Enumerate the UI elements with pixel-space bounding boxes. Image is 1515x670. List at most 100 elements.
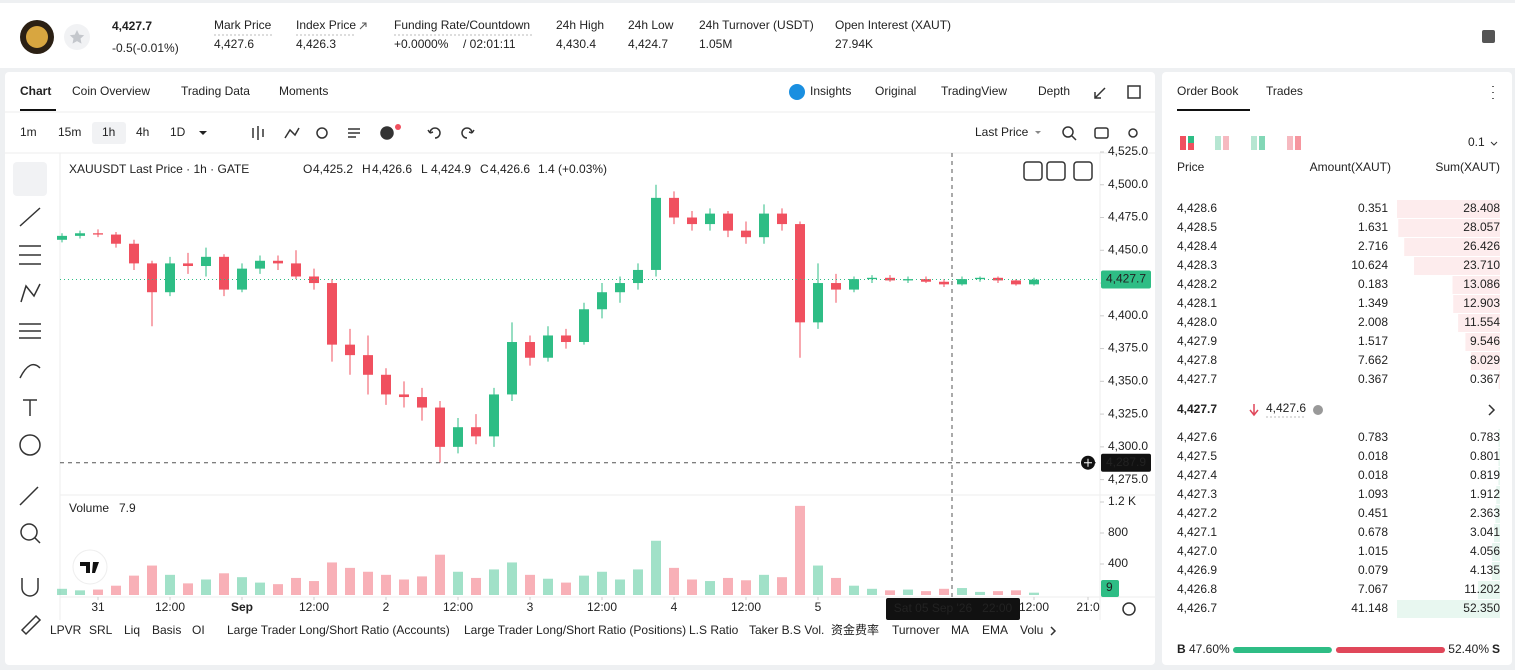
interval[interactable]: 1D bbox=[170, 125, 186, 139]
x-tick-label: 21:0 bbox=[1076, 600, 1100, 614]
ob-price[interactable]: 4,427.2 bbox=[1177, 506, 1217, 520]
settings-icon[interactable] bbox=[1482, 30, 1495, 43]
ob-amount: 0.183 bbox=[1358, 277, 1388, 291]
depth-bar bbox=[1397, 600, 1500, 618]
ob-price[interactable]: 4,427.6 bbox=[1177, 430, 1217, 444]
last-price: 4,427.7 bbox=[112, 19, 152, 33]
y-tick-label: 4,300.0 bbox=[1108, 439, 1148, 453]
indicator[interactable]: MA bbox=[951, 623, 969, 637]
stat-value: 4,430.4 bbox=[556, 37, 596, 51]
candle-body bbox=[201, 256, 211, 267]
ob-price[interactable]: 4,426.8 bbox=[1177, 582, 1217, 596]
ob-price[interactable]: 4,427.7 bbox=[1177, 372, 1217, 386]
interval[interactable]: 15m bbox=[58, 125, 81, 139]
ob-price[interactable]: 4,428.6 bbox=[1177, 201, 1217, 215]
ob-price[interactable]: 4,427.9 bbox=[1177, 334, 1217, 348]
dropdown-arrow bbox=[199, 131, 207, 135]
depth-bar bbox=[1495, 505, 1500, 523]
star-icon bbox=[69, 30, 85, 44]
chart-tab[interactable]: Coin Overview bbox=[72, 84, 150, 98]
candle-body bbox=[921, 279, 931, 282]
indicator[interactable]: L.S Ratio bbox=[689, 623, 739, 637]
ob-price[interactable]: 4,427.0 bbox=[1177, 544, 1217, 558]
depth-bar bbox=[1498, 371, 1500, 389]
volume-bar bbox=[849, 585, 859, 595]
interval[interactable]: 4h bbox=[136, 125, 149, 139]
indicator[interactable]: Volu bbox=[1020, 623, 1043, 637]
ob-price[interactable]: 4,428.3 bbox=[1177, 258, 1217, 272]
volume-bar bbox=[489, 569, 499, 595]
ob-precision[interactable]: 0.1 bbox=[1468, 135, 1485, 149]
view-tab[interactable]: TradingView bbox=[941, 84, 1007, 98]
ob-amount: 1.015 bbox=[1358, 544, 1388, 558]
depth-bar bbox=[1404, 238, 1500, 256]
candle-body bbox=[561, 335, 571, 343]
candle-body bbox=[147, 263, 157, 293]
ob-price[interactable]: 4,427.5 bbox=[1177, 449, 1217, 463]
legend-key: C bbox=[480, 162, 489, 176]
ob-price[interactable]: 4,427.1 bbox=[1177, 525, 1217, 539]
volume-bar bbox=[219, 573, 229, 595]
x-tick-label: 12:00 bbox=[587, 600, 617, 614]
indicator[interactable]: Basis bbox=[152, 623, 181, 637]
ob-price[interactable]: 4,427.4 bbox=[1177, 468, 1217, 482]
candle-body bbox=[579, 309, 589, 343]
chart-tab[interactable]: Chart bbox=[20, 84, 51, 98]
volume-bar bbox=[777, 577, 787, 595]
ob-price[interactable]: 4,427.8 bbox=[1177, 353, 1217, 367]
ob-price[interactable]: 4,428.4 bbox=[1177, 239, 1217, 253]
ob-price[interactable]: 4,428.2 bbox=[1177, 277, 1217, 291]
candle-body bbox=[273, 260, 283, 264]
ob-price[interactable]: 4,428.1 bbox=[1177, 296, 1217, 310]
volume-bar bbox=[165, 574, 175, 595]
price-type[interactable]: Last Price bbox=[975, 125, 1029, 139]
indicator[interactable]: Large Trader Long/Short Ratio (Accounts) bbox=[227, 623, 450, 637]
x-tick-label: 31 bbox=[91, 600, 105, 614]
volume-bar bbox=[147, 565, 157, 595]
volume-bar bbox=[687, 579, 697, 595]
indicator[interactable]: LPVR bbox=[50, 623, 82, 637]
indicator[interactable]: OI bbox=[192, 623, 205, 637]
ob-tab[interactable]: Trades bbox=[1266, 84, 1303, 98]
volume-bar bbox=[921, 591, 931, 595]
ob-amount: 0.018 bbox=[1358, 449, 1388, 463]
depth-bar bbox=[1498, 429, 1500, 447]
ob-tab[interactable]: Order Book bbox=[1177, 84, 1239, 98]
x-tick-label: 2 bbox=[383, 600, 390, 614]
ob-sum: 52.350 bbox=[1463, 601, 1500, 615]
indicator[interactable]: Taker B.S Vol. bbox=[749, 623, 824, 637]
indicator[interactable]: SRL bbox=[89, 623, 113, 637]
ob-price[interactable]: 4,428.0 bbox=[1177, 315, 1217, 329]
view-tab[interactable]: Depth bbox=[1038, 84, 1070, 98]
interval[interactable]: 1m bbox=[20, 125, 37, 139]
ob-col: Amount(XAUT) bbox=[1310, 160, 1391, 174]
chart-tab[interactable]: Moments bbox=[279, 84, 328, 98]
crosshair-time: Sat 05 Sep '26 22:00 bbox=[894, 601, 1013, 615]
ob-price[interactable]: 4,428.5 bbox=[1177, 220, 1217, 234]
indicator[interactable]: Liq bbox=[124, 623, 140, 637]
candle-body bbox=[471, 427, 481, 437]
ob-price[interactable]: 4,426.9 bbox=[1177, 563, 1217, 577]
view-tab[interactable]: Original bbox=[875, 84, 916, 98]
depth-bar bbox=[1452, 276, 1500, 294]
ob-amount: 7.067 bbox=[1358, 582, 1388, 596]
ob-price[interactable]: 4,426.7 bbox=[1177, 601, 1217, 615]
candle-body bbox=[795, 224, 805, 323]
indicator[interactable]: Turnover bbox=[892, 623, 940, 637]
volume-bar bbox=[903, 589, 913, 595]
volume-bar bbox=[651, 540, 661, 595]
interval[interactable]: 1h bbox=[102, 125, 115, 139]
ob-price[interactable]: 4,427.3 bbox=[1177, 487, 1217, 501]
candle-body bbox=[219, 256, 229, 290]
candle-body bbox=[669, 197, 679, 218]
indicator[interactable]: 资金费率 bbox=[831, 622, 879, 637]
volume-bar bbox=[435, 554, 445, 595]
depth-bar bbox=[1494, 524, 1500, 542]
depth-bar bbox=[1398, 219, 1500, 237]
view-tab[interactable]: Insights bbox=[810, 84, 851, 98]
indicator[interactable]: EMA bbox=[982, 623, 1008, 637]
indicator[interactable]: Large Trader Long/Short Ratio (Positions… bbox=[464, 623, 686, 637]
ob-col: Price bbox=[1177, 160, 1205, 174]
chart-tab[interactable]: Trading Data bbox=[181, 84, 250, 98]
candle-body bbox=[183, 263, 193, 267]
